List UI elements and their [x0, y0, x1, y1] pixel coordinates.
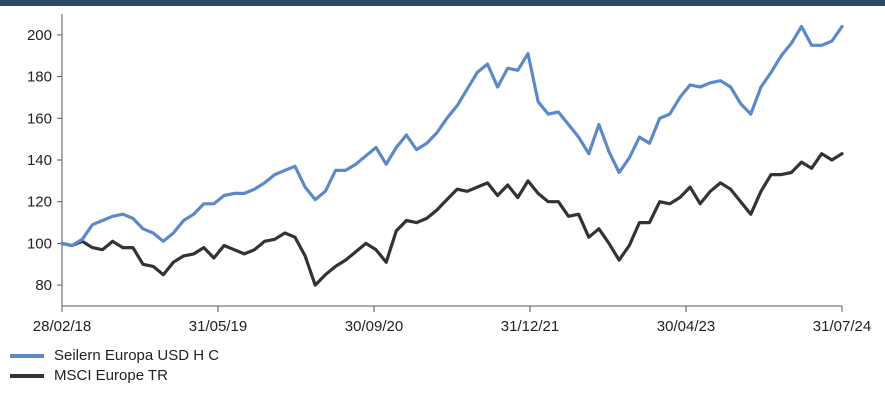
legend-label-msci: MSCI Europe TR — [54, 367, 168, 384]
x-tick-label: 30/04/23 — [657, 318, 715, 335]
y-tick-label: 120 — [27, 194, 52, 211]
x-axis: 28/02/18 31/05/19 30/09/20 31/12/21 30/04/23… — [33, 305, 871, 335]
x-tick-label: 30/09/20 — [345, 318, 403, 335]
y-tick-label: 140 — [27, 152, 52, 169]
x-tick-label: 31/12/21 — [501, 318, 559, 335]
series-layer — [60, 24, 844, 287]
legend-item-msci: MSCI Europe TR — [10, 366, 219, 386]
series-line-seilern — [60, 24, 844, 248]
y-tick-label: 200 — [27, 27, 52, 44]
legend-swatch-seilern — [10, 354, 44, 358]
legend: Seilern Europa USD H C MSCI Europe TR — [10, 346, 219, 386]
top-banner-bar — [0, 0, 885, 6]
x-tick-label: 31/05/19 — [189, 318, 247, 335]
y-axis: 80 100 120 140 160 180 200 — [27, 14, 63, 306]
series-line-msci — [60, 152, 844, 287]
legend-swatch-msci — [10, 374, 44, 378]
x-tick-label: 28/02/18 — [33, 318, 91, 335]
y-tick-label: 100 — [27, 235, 52, 252]
x-tick-label: 31/07/24 — [813, 318, 871, 335]
legend-label-seilern: Seilern Europa USD H C — [54, 347, 220, 364]
legend-item-seilern: Seilern Europa USD H C — [10, 346, 219, 366]
y-tick-label: 180 — [27, 69, 52, 86]
y-tick-label: 160 — [27, 110, 52, 127]
y-tick-label: 80 — [35, 277, 52, 294]
line-chart: 80 100 120 140 160 180 200 28/02/18 31/05/19 30/… — [27, 14, 871, 335]
